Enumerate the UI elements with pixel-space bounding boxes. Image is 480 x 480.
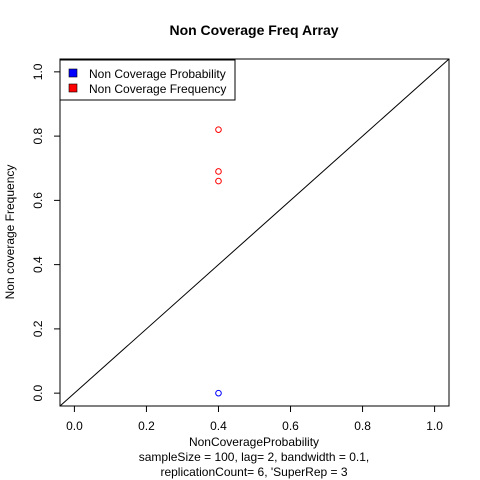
x-tick-label: 0.6 <box>282 419 299 433</box>
y-tick-label: 0.8 <box>31 127 45 144</box>
x-tick-label: 1.0 <box>426 419 443 433</box>
data-point <box>215 168 222 175</box>
legend-swatch-frequency <box>68 83 78 93</box>
legend-label-probability: Non Coverage Probability <box>89 67 226 81</box>
x-subtitle-line-1: sampleSize = 100, lag= 2, bandwidth = 0.… <box>139 450 370 464</box>
plot-area <box>59 58 450 407</box>
plot-frame <box>59 58 450 407</box>
x-axis-label: NonCoverageProbability <box>189 435 319 449</box>
x-axis: 0.0 0.2 0.4 0.6 0.8 1.0 <box>66 406 443 433</box>
y-axis-label: Non coverage Frequency <box>3 165 17 300</box>
y-tick-label: 0.0 <box>31 384 45 401</box>
chart-title: Non Coverage Freq Array <box>169 22 338 38</box>
y-tick-label: 0.2 <box>31 320 45 337</box>
x-tick-label: 0.2 <box>138 419 155 433</box>
y-tick-label: 0.6 <box>31 192 45 209</box>
data-points <box>215 126 222 397</box>
legend: Non Coverage Probability Non Coverage Fr… <box>59 59 236 101</box>
y-tick-label: 1.0 <box>31 63 45 80</box>
identity-reference-line <box>59 58 450 407</box>
data-point <box>215 177 222 185</box>
legend-label-frequency: Non Coverage Frequency <box>89 82 226 96</box>
data-point <box>215 126 222 133</box>
x-tick-label: 0.4 <box>210 419 227 433</box>
legend-swatch-probability <box>68 68 78 78</box>
data-point <box>215 389 222 397</box>
x-tick-label: 0.8 <box>354 419 371 433</box>
x-tick-label: 0.0 <box>66 419 83 433</box>
y-tick-label: 0.4 <box>31 256 45 273</box>
y-axis: 0.0 0.2 0.4 0.6 0.8 1.0 <box>31 63 60 401</box>
legend-box <box>59 59 236 101</box>
x-subtitle-line-2: replicationCount= 6, 'SuperRep = 3 <box>160 465 347 479</box>
